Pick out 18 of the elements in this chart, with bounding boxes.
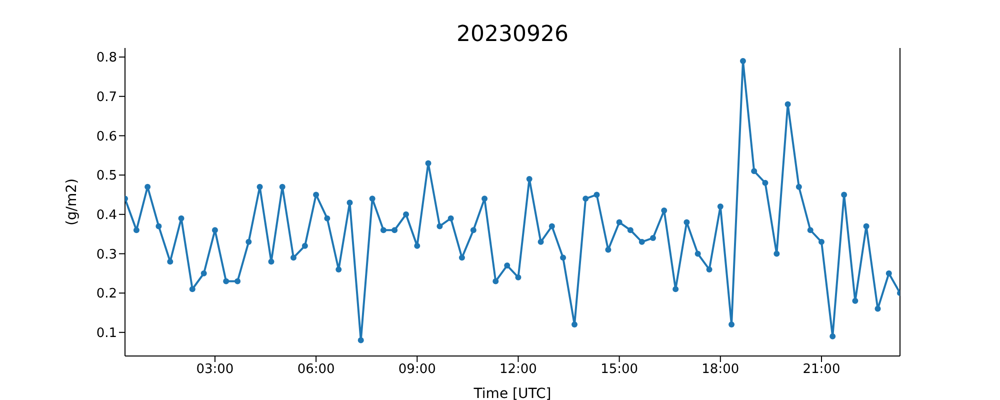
chart-title: 20230926 bbox=[456, 22, 570, 47]
y-tick-label: 0.2 bbox=[96, 286, 117, 302]
y-tick-label: 0.5 bbox=[96, 168, 117, 184]
y-tick-label: 0.3 bbox=[96, 247, 117, 262]
y-tick-label: 0.8 bbox=[96, 50, 117, 66]
x-tick-label: 21:00 bbox=[802, 362, 840, 378]
y-tick-label: 0.4 bbox=[96, 208, 117, 224]
x-tick-label: 09:00 bbox=[398, 362, 436, 378]
x-tick-label: 18:00 bbox=[702, 362, 740, 378]
y-tick-label: 0.1 bbox=[96, 326, 117, 342]
x-tick-label: 12:00 bbox=[499, 362, 537, 378]
x-axis-title: Time [UTC] bbox=[472, 386, 552, 400]
y-tick-label: 0.6 bbox=[96, 129, 117, 144]
x-tick-label: 03:00 bbox=[196, 362, 234, 378]
y-tick-label: 0.7 bbox=[96, 90, 117, 105]
x-tick-label: 06:00 bbox=[297, 362, 335, 378]
x-tick-label: 15:00 bbox=[600, 362, 638, 378]
y-axis-title: (g/m2) bbox=[64, 178, 80, 226]
